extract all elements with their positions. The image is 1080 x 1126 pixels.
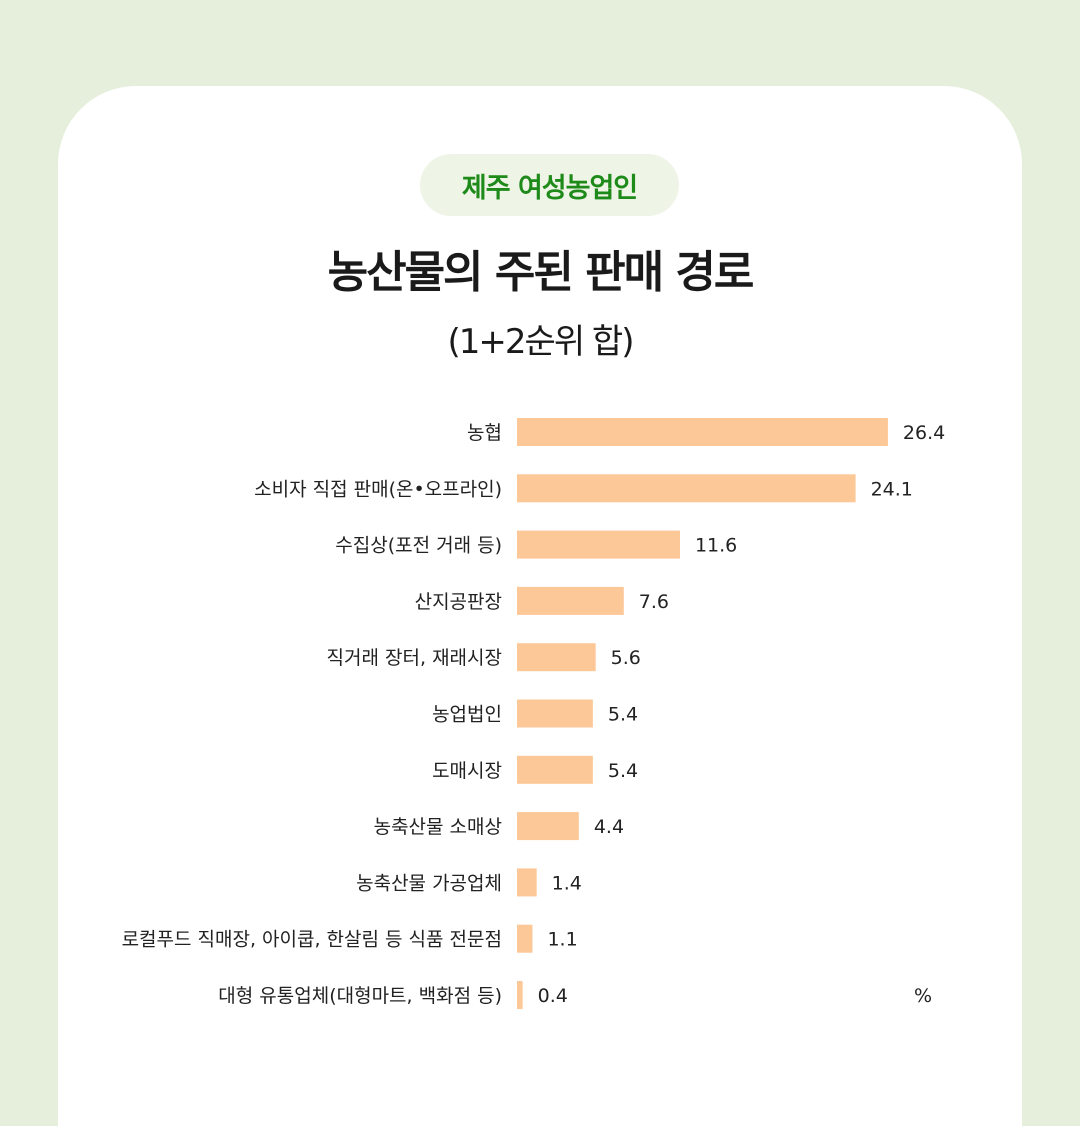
value-label: 24.1 xyxy=(871,478,913,500)
value-label: 0.4 xyxy=(538,985,568,1007)
value-label: 7.6 xyxy=(639,591,669,613)
category-label: 소비자 직접 판매(온•오프라인) xyxy=(254,478,502,500)
chart-title: 농산물의 주된 판매 경로 xyxy=(327,247,755,298)
category-badge: 제주 여성농업인 xyxy=(420,154,679,216)
bar-chart: 농협 26.4 소비자 직접 판매(온•오프라인) 24.1 수집상(포전 거래 등) 1… xyxy=(122,418,945,1009)
value-label: 1.1 xyxy=(547,929,577,951)
bar xyxy=(517,924,533,953)
bar xyxy=(517,530,680,559)
category-label: 도매시장 xyxy=(432,760,502,782)
category-label: 농업법인 xyxy=(432,704,502,726)
category-label: 대형 유통업체(대형마트, 백화점 등) xyxy=(218,985,502,1007)
category-label: 산지공판장 xyxy=(415,591,502,613)
value-label: 4.4 xyxy=(594,816,624,838)
category-label: 직거래 장터, 재래시장 xyxy=(327,647,502,669)
bar xyxy=(517,699,593,728)
value-label: 11.6 xyxy=(695,535,737,557)
chart-subtitle: (1+2순위 합) xyxy=(447,322,635,362)
bar xyxy=(517,643,596,672)
category-label: 농축산물 소매상 xyxy=(374,816,502,838)
value-label: 5.4 xyxy=(608,760,638,782)
category-label: 로컬푸드 직매장, 아이쿱, 한살림 등 식품 전문점 xyxy=(122,929,502,951)
category-label: 수집상(포전 거래 등) xyxy=(335,535,502,557)
bar xyxy=(517,418,888,446)
category-label: 농축산물 가공업체 xyxy=(356,872,502,894)
bar xyxy=(517,812,579,841)
bar xyxy=(517,868,537,897)
bar xyxy=(517,586,624,615)
bar xyxy=(517,981,523,1009)
value-label: 26.4 xyxy=(903,422,945,444)
value-label: 5.6 xyxy=(611,647,641,669)
value-label: 5.4 xyxy=(608,704,638,726)
bar xyxy=(517,755,593,784)
category-label: 농협 xyxy=(467,422,502,444)
bar xyxy=(517,474,856,503)
value-label: 1.4 xyxy=(552,872,582,894)
unit-label: % xyxy=(914,985,932,1007)
